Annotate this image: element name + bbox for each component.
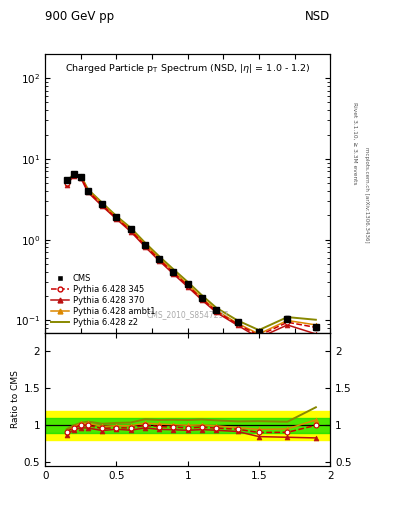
Bar [45, 411, 330, 440]
Text: Rivet 3.1.10, ≥ 3.3M events: Rivet 3.1.10, ≥ 3.3M events [352, 102, 357, 185]
Text: NSD: NSD [305, 10, 330, 23]
Y-axis label: Ratio to CMS: Ratio to CMS [11, 371, 20, 429]
Text: Charged Particle $\rm p_T$ Spectrum (NSD, $|\eta|$ = 1.0 - 1.2): Charged Particle $\rm p_T$ Spectrum (NSD… [65, 62, 310, 75]
Text: mcplots.cern.ch [arXiv:1306.3436]: mcplots.cern.ch [arXiv:1306.3436] [364, 147, 369, 242]
Text: 900 GeV pp: 900 GeV pp [45, 10, 114, 23]
Legend: CMS, Pythia 6.428 345, Pythia 6.428 370, Pythia 6.428 ambt1, Pythia 6.428 z2: CMS, Pythia 6.428 345, Pythia 6.428 370,… [50, 272, 157, 329]
Text: CMS_2010_S8547297: CMS_2010_S8547297 [147, 310, 229, 319]
Bar [45, 418, 330, 433]
